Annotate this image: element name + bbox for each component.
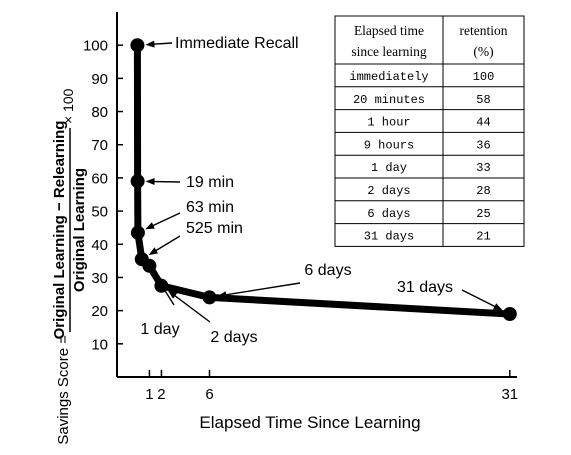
y-tick-label: 100 bbox=[83, 38, 108, 55]
y-tick-label: 10 bbox=[91, 336, 108, 353]
y-axis-label-numerator: Original Learning − Relearning bbox=[51, 121, 68, 340]
annotation-arrowhead bbox=[145, 178, 155, 185]
x-axis-label: Elapsed Time Since Learning bbox=[199, 413, 420, 432]
y-tick-label: 80 bbox=[91, 104, 108, 121]
annotation-arrow bbox=[461, 289, 502, 311]
table-cell-retention: 33 bbox=[476, 161, 490, 175]
data-point bbox=[142, 258, 157, 273]
table-cell-retention: 25 bbox=[476, 207, 490, 221]
y-tick-label: 70 bbox=[91, 137, 108, 154]
table-cell-retention: 44 bbox=[476, 116, 490, 130]
y-tick-label: 50 bbox=[91, 204, 108, 221]
axis-ticks: 10 20 30 40 50 60 70 80 90 100 1 2 6 31 bbox=[83, 38, 518, 403]
retention-table: Elapsed time since learning retention (%) im… bbox=[334, 15, 525, 247]
table-header-text: (%) bbox=[473, 44, 493, 59]
table-header-text: since learning bbox=[351, 44, 427, 59]
table-header-text: Elapsed time bbox=[354, 23, 424, 38]
retention-curve bbox=[130, 38, 517, 321]
x-tick-label: 31 bbox=[501, 386, 518, 403]
annotation-label: Immediate Recall bbox=[175, 35, 299, 52]
annotation-arrowhead bbox=[493, 303, 503, 311]
x-tick-label: 2 bbox=[157, 386, 165, 403]
data-point bbox=[130, 38, 145, 53]
y-tick-label: 90 bbox=[91, 71, 108, 88]
y-tick-label: 60 bbox=[91, 170, 108, 187]
y-axis-label-denominator: Original Learning bbox=[71, 168, 88, 292]
table-frame bbox=[334, 15, 525, 247]
annotation-label: 6 days bbox=[304, 262, 351, 279]
x-tick-label: 1 bbox=[145, 386, 153, 403]
table-cell-time: 31 days bbox=[364, 230, 414, 244]
x-tick-label: 6 bbox=[205, 386, 213, 403]
y-tick-label: 40 bbox=[91, 237, 108, 254]
annotation-arrowhead bbox=[145, 222, 155, 230]
y-tick-label: 20 bbox=[91, 303, 108, 320]
data-point bbox=[130, 174, 145, 189]
annotation-label: 525 min bbox=[186, 220, 243, 237]
y-axis-label: Savings Score = Original Learning − Rele… bbox=[51, 88, 88, 444]
annotation-arrowhead bbox=[217, 291, 227, 299]
table-cell-time: 2 days bbox=[367, 184, 410, 198]
y-tick-label: 30 bbox=[91, 270, 108, 287]
data-point bbox=[502, 307, 517, 321]
table-cell-retention: 21 bbox=[476, 230, 490, 244]
table-cell-time: 1 hour bbox=[367, 116, 410, 130]
data-point bbox=[130, 225, 145, 240]
annotation-arrow bbox=[219, 282, 301, 297]
table-cell-time: immediately bbox=[349, 70, 428, 84]
table-cell-retention: 36 bbox=[476, 138, 490, 152]
table-cell-time: 9 hours bbox=[364, 138, 414, 152]
annotation-label: 31 days bbox=[397, 279, 453, 296]
y-axis-label-prefix: Savings Score = bbox=[55, 335, 72, 445]
table-cell-time: 6 days bbox=[367, 207, 410, 221]
annotation-arrowhead bbox=[167, 290, 178, 299]
y-axis-label-multiplier: × 100 bbox=[60, 88, 76, 124]
table-cell-retention: 28 bbox=[476, 184, 490, 198]
curve-annotations: Immediate Recall 19 min 63 min 525 min 1 day… bbox=[140, 35, 503, 346]
table-cell-retention: 100 bbox=[473, 70, 495, 84]
annotation-label: 1 day bbox=[140, 321, 179, 338]
table-cell-time: 20 minutes bbox=[353, 93, 425, 107]
annotation-arrow bbox=[169, 291, 211, 323]
annotation-label: 2 days bbox=[210, 329, 257, 346]
annotation-label: 63 min bbox=[186, 199, 234, 216]
data-point bbox=[202, 290, 217, 305]
annotation-arrowhead bbox=[153, 272, 162, 283]
table-header-text: retention bbox=[460, 23, 508, 38]
table-cell-time: 1 day bbox=[371, 161, 407, 175]
annotation-label: 19 min bbox=[186, 174, 234, 191]
annotation-arrowhead bbox=[145, 40, 155, 48]
annotation-arrowhead bbox=[148, 247, 159, 256]
table-cell-retention: 58 bbox=[476, 93, 490, 107]
